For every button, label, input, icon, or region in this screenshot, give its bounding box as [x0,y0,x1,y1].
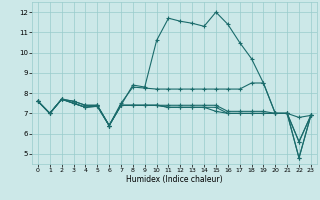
X-axis label: Humidex (Indice chaleur): Humidex (Indice chaleur) [126,175,223,184]
